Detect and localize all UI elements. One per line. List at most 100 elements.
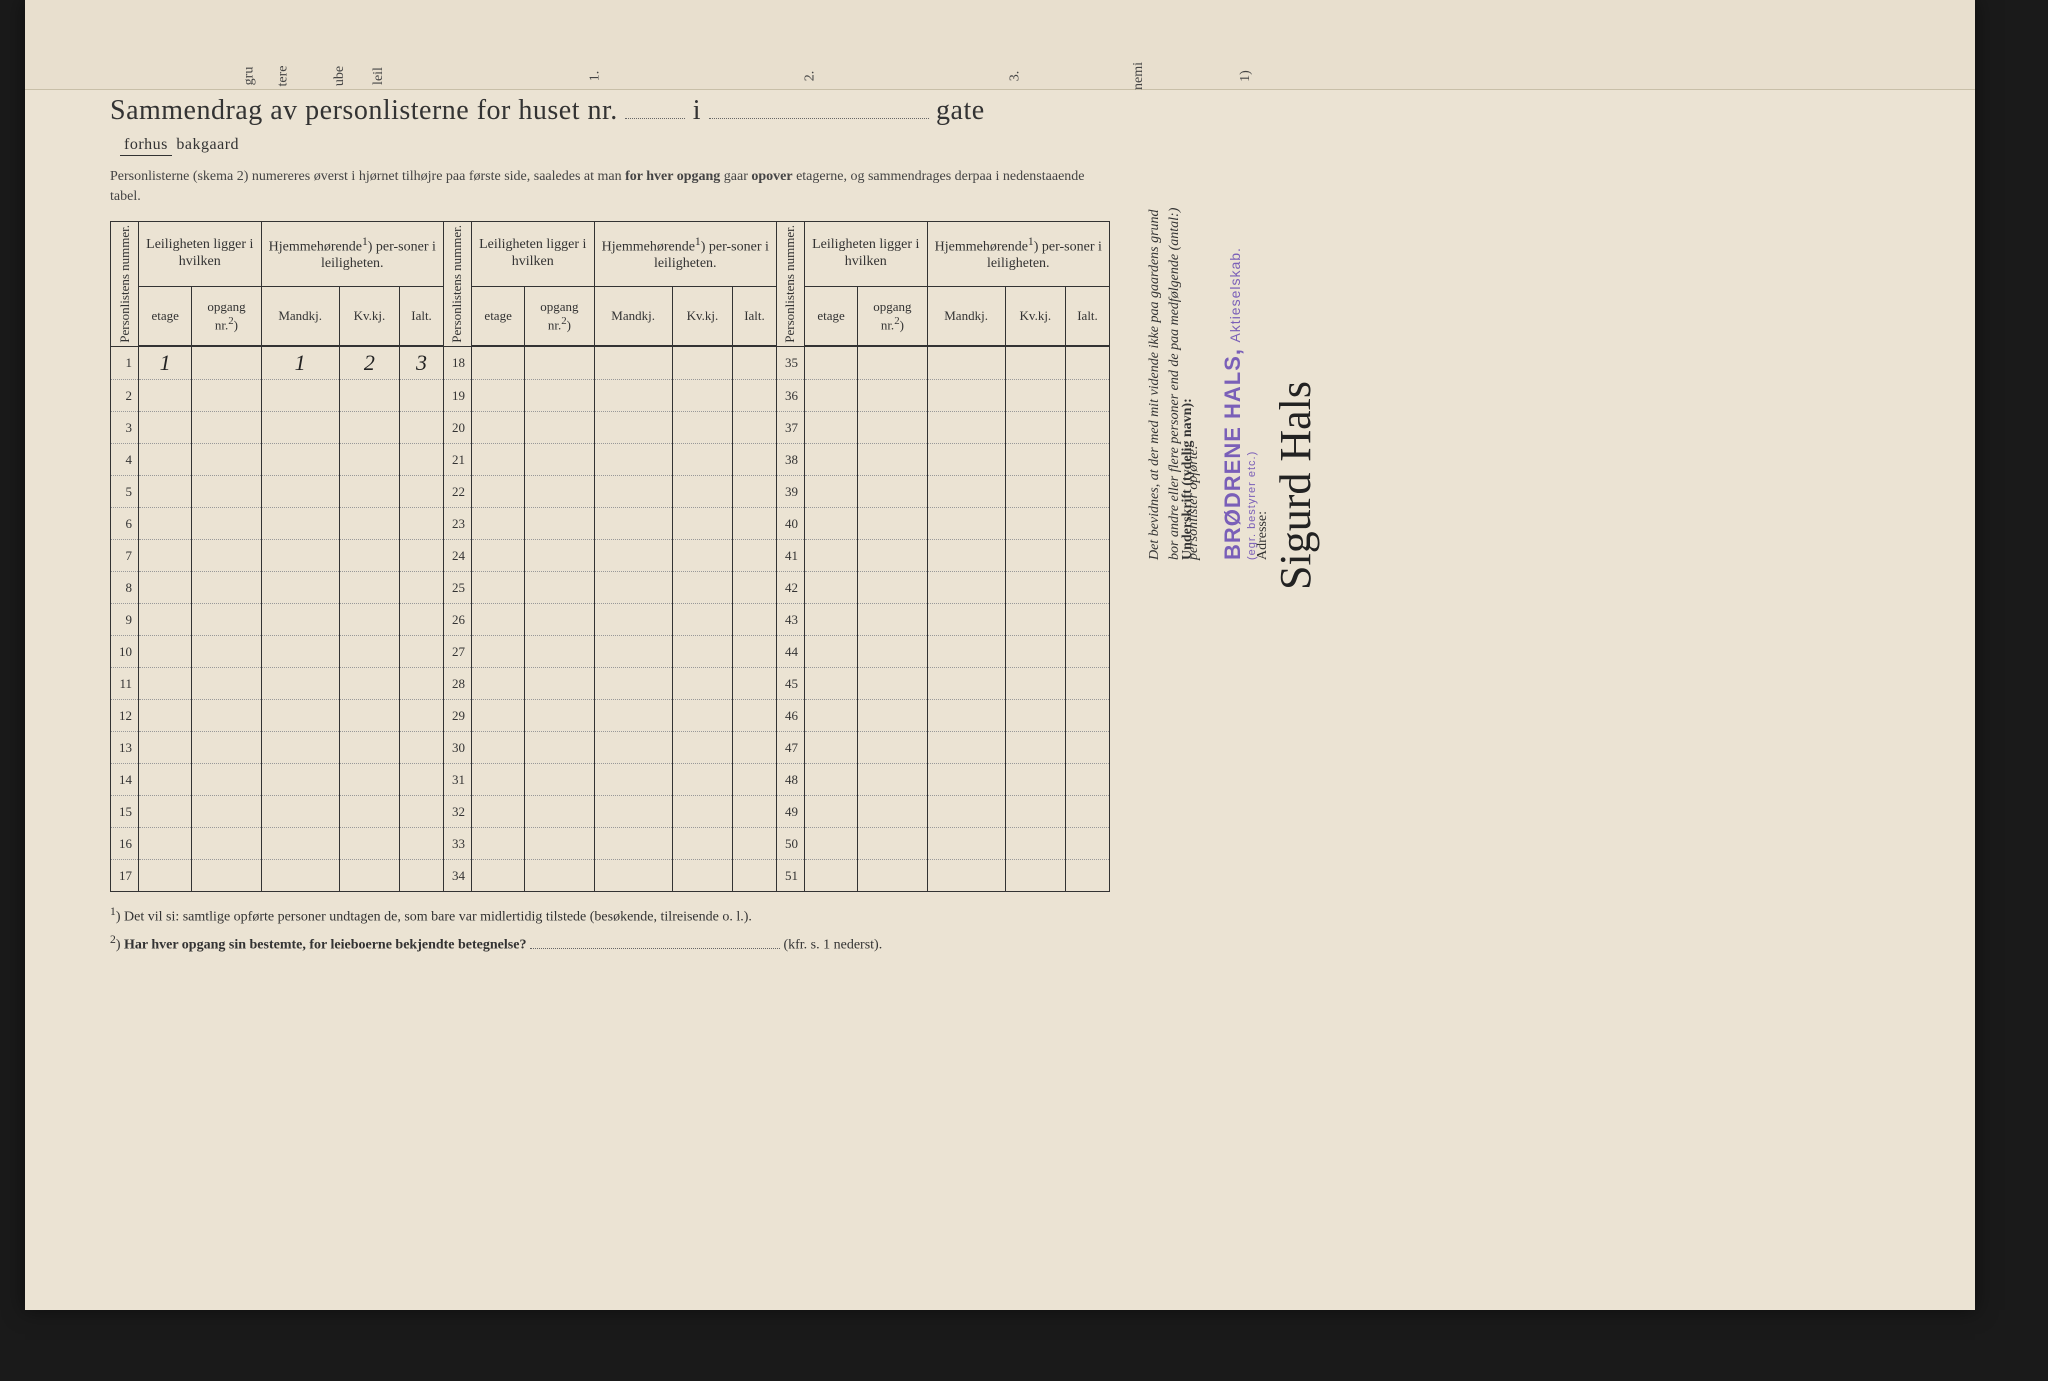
data-cell: [525, 380, 594, 412]
fold-fragment: 2.: [802, 71, 818, 82]
data-cell: [139, 540, 192, 572]
data-cell: [1005, 860, 1065, 892]
data-cell: [192, 796, 261, 828]
data-cell: [192, 764, 261, 796]
row-number: 3: [111, 412, 139, 444]
col-personlistens-nummer-2: Personlistens nummer.: [443, 222, 471, 347]
data-cell: [804, 636, 857, 668]
data-cell: [804, 380, 857, 412]
data-cell: [1005, 732, 1065, 764]
data-cell: [927, 572, 1005, 604]
row-number: 43: [776, 604, 804, 636]
col-etage-2: etage: [471, 286, 524, 346]
data-cell: [525, 700, 594, 732]
row-number: 22: [443, 476, 471, 508]
data-cell: [733, 796, 777, 828]
data-cell: [339, 444, 399, 476]
data-cell: [400, 764, 444, 796]
data-cell: [471, 700, 524, 732]
data-cell: [400, 796, 444, 828]
data-cell: [261, 668, 339, 700]
table-body: 1112318352193632037421385223962340724418…: [111, 346, 1110, 892]
data-cell: [594, 540, 672, 572]
col-opgang-2: opgangnr.2): [525, 286, 594, 346]
row-number: 50: [776, 828, 804, 860]
col-leiligheten-group-3: Leiligheten ligger i hvilken: [804, 222, 927, 287]
data-cell: [139, 668, 192, 700]
data-cell: [525, 444, 594, 476]
form-title: Sammendrag av personlisterne for huset n…: [110, 95, 1110, 159]
data-cell: [192, 380, 261, 412]
col-leiligheten-group-2: Leiligheten ligger i hvilken: [471, 222, 594, 287]
data-cell: [339, 476, 399, 508]
data-cell: [733, 346, 777, 380]
data-cell: [594, 572, 672, 604]
data-cell: [594, 860, 672, 892]
footnote-2: 2) Har hver opgang sin bestemte, for lei…: [110, 930, 1110, 957]
data-cell: [672, 604, 732, 636]
data-cell: [1066, 828, 1110, 860]
data-cell: [339, 508, 399, 540]
data-cell: [733, 668, 777, 700]
data-cell: [1066, 476, 1110, 508]
data-cell: [192, 860, 261, 892]
data-cell: [1005, 796, 1065, 828]
data-cell: [525, 668, 594, 700]
row-number: 2: [111, 380, 139, 412]
table-row: 112845: [111, 668, 1110, 700]
data-cell: [1005, 604, 1065, 636]
title-mid: i: [693, 95, 701, 126]
data-cell: [471, 732, 524, 764]
data-cell: [927, 412, 1005, 444]
title-prefix: Sammendrag av personlisterne for huset n…: [110, 95, 618, 126]
data-cell: [400, 828, 444, 860]
data-cell: [804, 668, 857, 700]
row-number: 51: [776, 860, 804, 892]
data-cell: [672, 828, 732, 860]
data-cell: [525, 604, 594, 636]
data-cell: [400, 636, 444, 668]
data-cell: [594, 732, 672, 764]
col-etage-3: etage: [804, 286, 857, 346]
data-cell: [261, 476, 339, 508]
table-row: 72441: [111, 540, 1110, 572]
data-cell: [139, 796, 192, 828]
data-cell: [471, 828, 524, 860]
table-row: 173451: [111, 860, 1110, 892]
row-number: 8: [111, 572, 139, 604]
data-cell: [261, 860, 339, 892]
data-cell: [804, 444, 857, 476]
data-cell: [733, 700, 777, 732]
data-cell: [261, 444, 339, 476]
data-cell: [471, 764, 524, 796]
data-cell: 3: [400, 346, 444, 380]
data-cell: [858, 604, 927, 636]
data-cell: [672, 700, 732, 732]
col-mandkj-3: Mandkj.: [927, 286, 1005, 346]
data-cell: [525, 732, 594, 764]
data-cell: [400, 380, 444, 412]
data-cell: [733, 860, 777, 892]
data-cell: [339, 668, 399, 700]
data-cell: [733, 540, 777, 572]
row-number: 13: [111, 732, 139, 764]
data-cell: [927, 828, 1005, 860]
row-number: 23: [443, 508, 471, 540]
data-cell: [672, 346, 732, 380]
fold-fragment: gru: [241, 67, 257, 86]
data-cell: [672, 636, 732, 668]
data-cell: [339, 732, 399, 764]
row-number: 1: [111, 346, 139, 380]
data-cell: [261, 604, 339, 636]
row-number: 15: [111, 796, 139, 828]
data-cell: [733, 764, 777, 796]
data-cell: [261, 572, 339, 604]
row-number: 17: [111, 860, 139, 892]
data-cell: [1005, 668, 1065, 700]
form-subtitle: Personlisterne (skema 2) numereres øvers…: [110, 167, 1110, 206]
data-cell: [672, 380, 732, 412]
data-cell: [339, 764, 399, 796]
data-cell: [1066, 380, 1110, 412]
data-cell: [471, 668, 524, 700]
census-table: Personlistens nummer. Leiligheten ligger…: [110, 221, 1110, 892]
